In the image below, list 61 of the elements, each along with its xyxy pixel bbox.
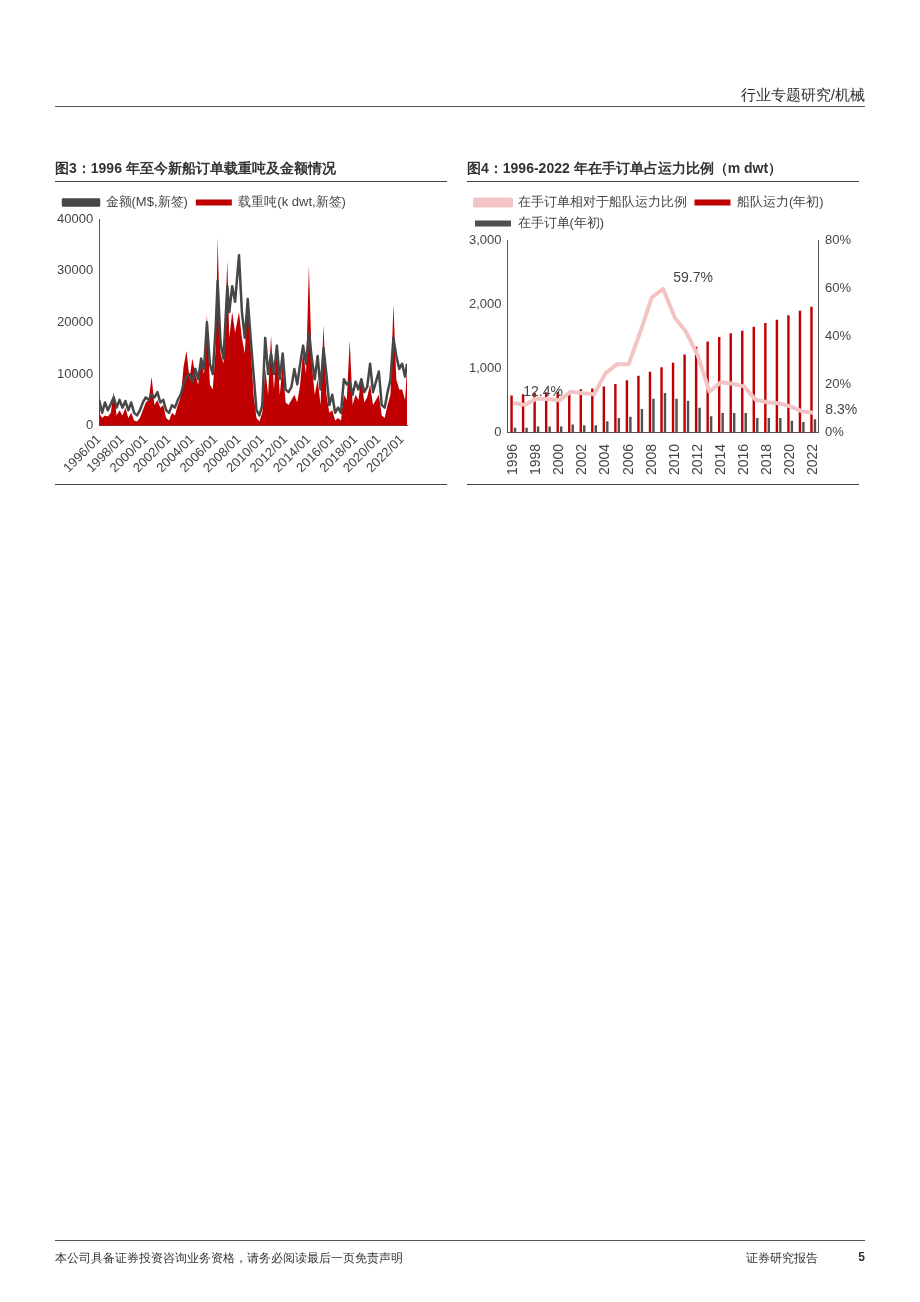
bar — [606, 421, 609, 433]
x-tick-label: 2020 — [781, 443, 797, 476]
legend-label: 金额(M$,新签) — [105, 194, 188, 210]
y2-tick-label: 20% — [824, 376, 852, 392]
y-tick-label: 40000 — [56, 210, 94, 226]
chart-title: 图3：1996 年至今新船订单载重吨及金额情况 — [55, 160, 447, 182]
data-label: 8.3% — [825, 400, 858, 417]
data-label: 59.7% — [673, 268, 713, 285]
text: 5 — [858, 1250, 865, 1266]
x-tick-label: 1996 — [504, 443, 521, 476]
legend-label: 在手订单相对于船队运力比例 — [517, 194, 687, 210]
bar — [787, 315, 790, 433]
bar — [683, 354, 686, 433]
bar — [764, 322, 767, 433]
y-tick-label: 1,000 — [468, 360, 502, 376]
bar — [571, 424, 574, 433]
text: 本公司具备证券投资咨询业务资格，请务必阅读最后一页免责声明 — [55, 1250, 404, 1267]
bar — [660, 367, 663, 433]
x-tick-label: 2004 — [596, 443, 613, 476]
bar — [698, 407, 701, 433]
x-tick-label: 2008 — [642, 443, 659, 476]
x-tick-label: 2014 — [711, 443, 728, 476]
y-tick-label: 3,000 — [468, 231, 502, 247]
y2-tick-label: 0% — [824, 424, 845, 440]
y-tick-label: 2,000 — [468, 295, 502, 311]
y2-tick-label: 80% — [824, 231, 852, 247]
y2-tick-label: 40% — [824, 328, 852, 344]
bar — [721, 412, 724, 433]
x-tick-label: 2000 — [550, 443, 567, 476]
bar — [810, 306, 813, 433]
text: 行业专题研究/机械 — [740, 86, 865, 103]
bar — [525, 427, 528, 433]
bar — [802, 421, 805, 433]
bar — [779, 418, 782, 433]
y-tick-label: 10000 — [56, 365, 94, 381]
x-tick-label: 2018 — [757, 443, 774, 476]
legend-label: 载重吨(k dwt,新签) — [238, 194, 346, 210]
legend-label: 在手订单(年初) — [517, 215, 605, 231]
text: 证券研究报告 — [746, 1250, 819, 1267]
data-label: 12.4% — [523, 382, 563, 399]
x-tick-label: 1998 — [527, 443, 544, 476]
x-tick-label: 2010 — [665, 443, 682, 476]
y-tick-label: 0 — [85, 417, 94, 433]
legend-label: 船队运力(年初) — [737, 194, 824, 210]
bar — [652, 398, 655, 433]
bar — [675, 398, 678, 433]
bar — [548, 426, 551, 433]
y-tick-label: 30000 — [56, 262, 94, 278]
x-tick-label: 2006 — [619, 443, 636, 476]
y-tick-label: 20000 — [56, 313, 94, 329]
x-tick-label: 2016 — [734, 443, 751, 476]
bar — [629, 416, 632, 433]
bar — [510, 395, 513, 433]
y2-tick-label: 60% — [824, 279, 852, 295]
bar — [637, 375, 640, 433]
y-tick-label: 0 — [494, 424, 502, 440]
x-tick-label: 2022 — [804, 443, 821, 476]
chart-title: 图4：1996-2022 年在手订单占运力比例（m dwt） — [467, 160, 859, 182]
x-tick-label: 2002 — [573, 443, 590, 476]
bar — [614, 384, 617, 433]
x-tick-label: 2012 — [688, 443, 705, 476]
